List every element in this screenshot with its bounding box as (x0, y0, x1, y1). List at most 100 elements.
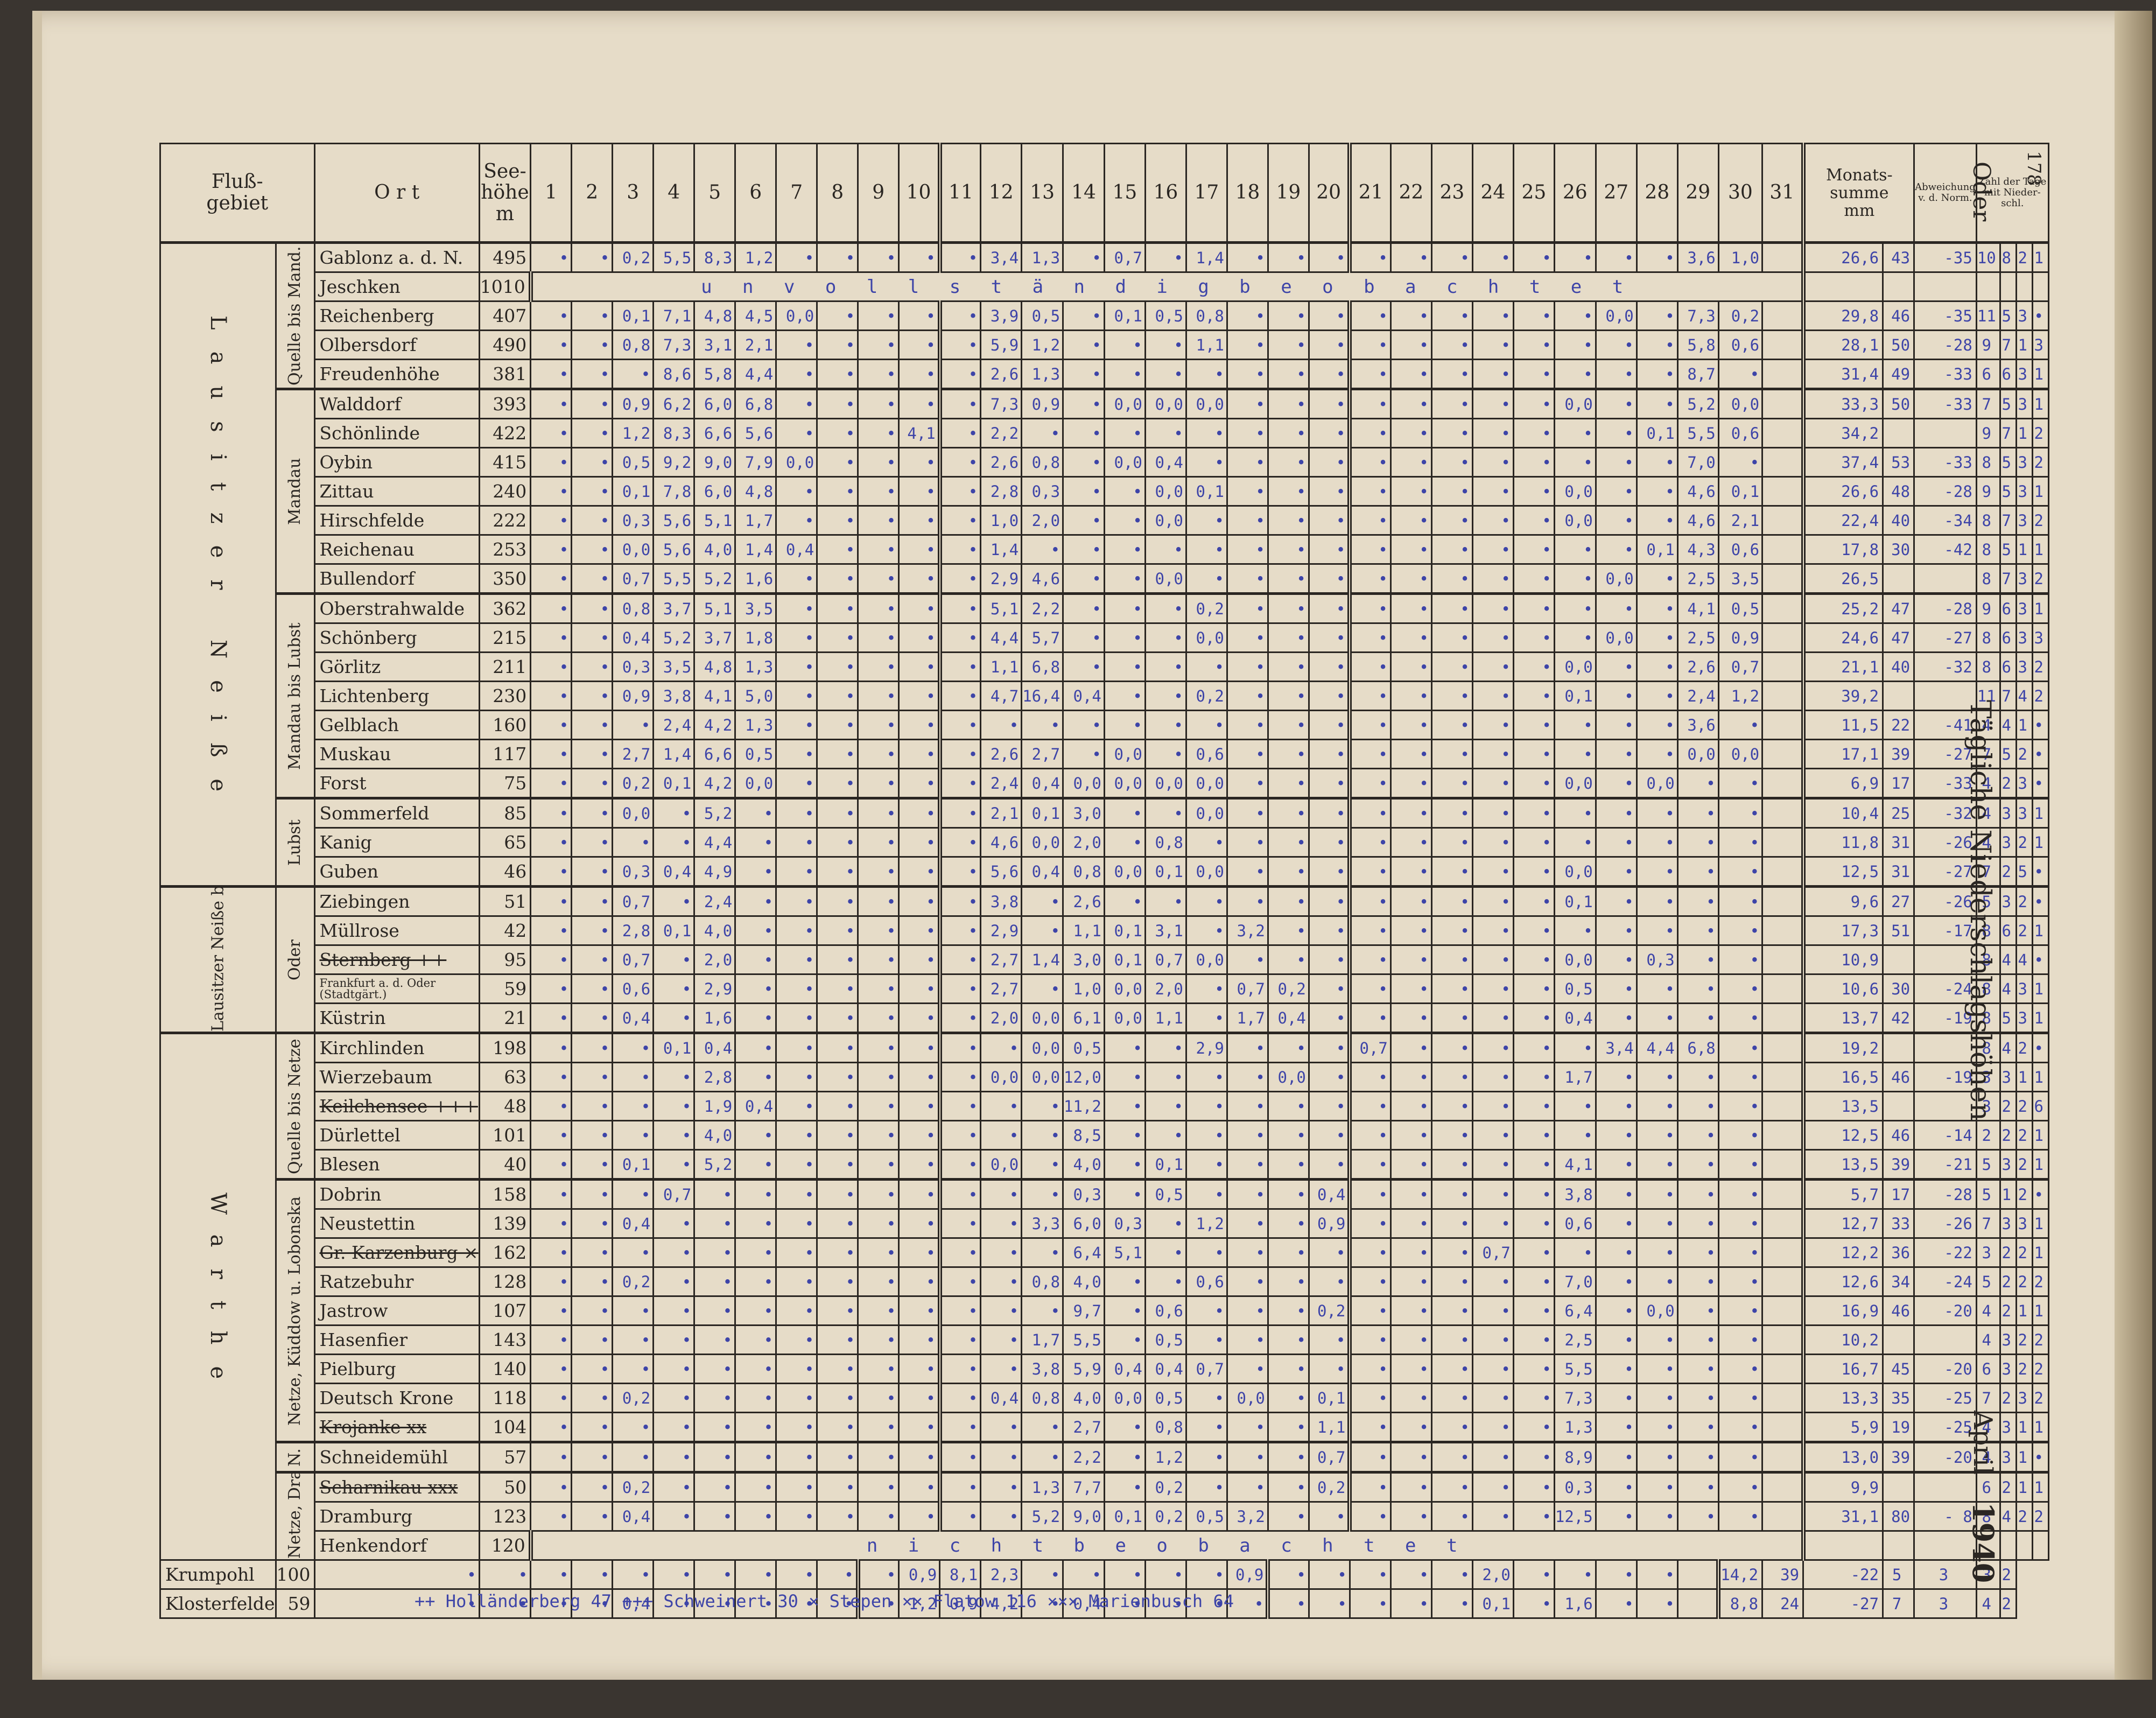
daily-value: • (1103, 1441, 1146, 1473)
daily-value: 0,1 (612, 476, 655, 507)
deviation-norm: -34 (1913, 505, 1977, 536)
daily-value: 3,7 (693, 622, 736, 653)
daily-value: 0,3 (612, 651, 655, 682)
daily-value: 0,0 (1553, 476, 1597, 507)
daily-value: • (612, 1237, 655, 1268)
daily-value: • (1308, 534, 1351, 565)
daily-value: • (1430, 1032, 1473, 1063)
deviation-norm: -26 (1913, 1208, 1977, 1239)
daily-value: • (1717, 1295, 1764, 1326)
daily-value: • (1144, 1062, 1187, 1092)
daily-value: • (734, 1501, 777, 1532)
daily-value (1761, 856, 1804, 887)
days-count: 3 (1999, 797, 2017, 829)
daily-value: 2,6 (1062, 885, 1105, 917)
daily-value: • (693, 1559, 736, 1590)
daily-value: • (857, 592, 900, 624)
daily-value: • (652, 944, 696, 975)
daily-value: • (937, 885, 982, 917)
days-count: • (2031, 1178, 2049, 1210)
percent-norm: 53 (1882, 447, 1915, 478)
header-day: 23 (1430, 143, 1473, 243)
daily-value: 8,3 (693, 241, 736, 273)
daily-value: 0,0 (1635, 1295, 1679, 1326)
daily-value: • (1430, 534, 1473, 565)
daily-value: 4,4 (980, 622, 1023, 653)
daily-value: • (775, 1412, 818, 1443)
daily-value: • (734, 1354, 777, 1384)
daily-value: 0,0 (1595, 622, 1638, 653)
daily-value: • (1144, 1032, 1187, 1063)
station-name: Küstrin (313, 1002, 480, 1034)
station-elevation: 162 (478, 1237, 532, 1268)
header-day: 20 (1308, 143, 1351, 243)
daily-value: • (857, 1324, 900, 1355)
subregion-quelle-mand: Quelle bis Mand. (276, 242, 315, 389)
daily-value: 2,7 (1062, 1412, 1105, 1443)
daily-value: • (571, 447, 614, 478)
days-count: 8 (1975, 651, 2001, 682)
daily-value (1761, 476, 1804, 507)
deviation-norm: -33 (1913, 388, 1977, 419)
deviation-norm: -27 (1913, 856, 1977, 887)
daily-value: • (898, 1324, 941, 1355)
daily-value: • (1635, 856, 1679, 887)
monthly-sum: 5,7 (1801, 1178, 1884, 1210)
daily-value: • (1226, 300, 1269, 331)
station-elevation: 42 (478, 915, 532, 946)
percent-norm: 42 (1882, 1002, 1915, 1034)
percent-norm: 47 (1882, 622, 1915, 653)
daily-value: • (1635, 1383, 1679, 1413)
header-day: 27 (1595, 143, 1638, 243)
daily-value: • (1471, 388, 1514, 419)
daily-value: • (1185, 1441, 1228, 1473)
daily-value: • (816, 944, 859, 975)
header-day: 29 (1676, 143, 1719, 243)
daily-value: • (1347, 973, 1392, 1004)
daily-value: • (1389, 388, 1432, 419)
days-count: 3 (1999, 1324, 2017, 1355)
daily-value: 0,4 (1021, 856, 1064, 887)
daily-value: • (1471, 1501, 1514, 1532)
daily-value: • (1308, 856, 1351, 887)
daily-value: • (1512, 681, 1555, 711)
daily-value: 0,4 (980, 1383, 1023, 1413)
daily-value: • (1308, 388, 1351, 419)
days-count: 8 (1975, 1002, 2001, 1034)
header-zahl-tage: Zahl der Tage mit Nieder-schl. (1975, 143, 2049, 243)
daily-value: • (775, 797, 818, 829)
daily-value (1761, 1002, 1804, 1034)
deviation-norm: -27 (1913, 739, 1977, 769)
daily-value: 5,1 (693, 592, 736, 624)
monthly-sum: 10,4 (1801, 797, 1884, 829)
daily-value: • (1062, 505, 1105, 536)
days-count: 3 (2015, 505, 2033, 536)
daily-value: • (652, 1412, 696, 1443)
table-row: Freudenhöhe 381 • • • 8,6 5,8 4,4 • • • • • 2,6 1,3 • • •… (160, 359, 2049, 390)
daily-value: 0,0 (1185, 622, 1228, 653)
daily-value: • (816, 1208, 859, 1239)
daily-value: • (816, 1237, 859, 1268)
monthly-sum: 26,5 (1801, 563, 1884, 594)
days-count: 2 (2015, 1091, 2033, 1121)
monthly-sum: 39,2 (1801, 681, 1884, 711)
daily-value: • (571, 1383, 614, 1413)
daily-value: • (1512, 1354, 1555, 1384)
daily-value: • (1471, 1032, 1514, 1063)
days-count: 4 (1975, 1295, 2001, 1326)
days-count: 5 (1975, 1149, 2001, 1180)
daily-value: • (530, 592, 573, 624)
daily-value: • (1471, 885, 1514, 917)
daily-value: • (857, 768, 900, 799)
daily-value: • (1595, 1295, 1638, 1326)
daily-value: • (1103, 622, 1146, 653)
days-count (2031, 1530, 2049, 1561)
days-count: 5 (1999, 739, 2017, 769)
daily-value: 2,7 (980, 944, 1023, 975)
daily-value: 0,1 (1103, 300, 1146, 331)
daily-value: • (857, 1471, 900, 1503)
station-name: Oybin (313, 447, 480, 478)
daily-value: • (1389, 1471, 1432, 1503)
days-count: 1 (2031, 592, 2049, 624)
station-name: Sternberg ++ (313, 944, 480, 975)
